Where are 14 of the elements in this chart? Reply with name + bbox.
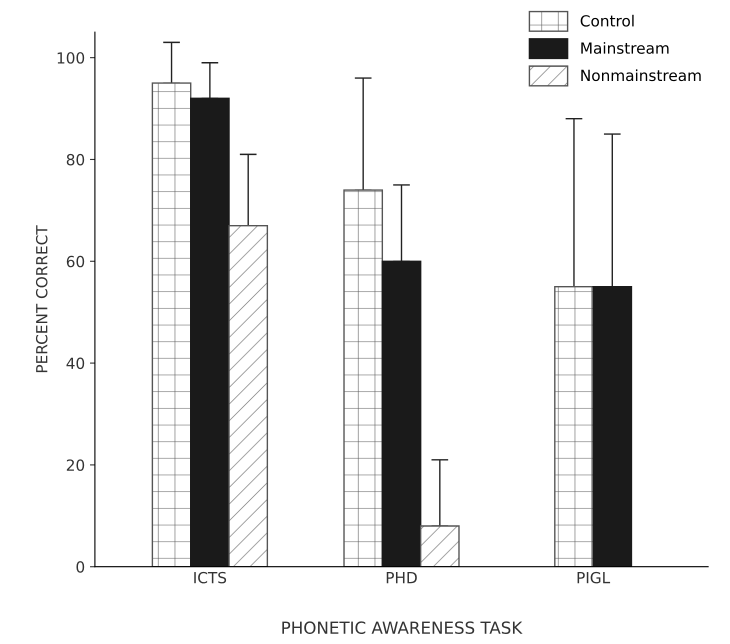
y-tick-label: 60 (66, 256, 84, 268)
legend-label: Control (580, 14, 634, 27)
x-tick-label: ICTS (194, 572, 226, 584)
x-tick-label: PHD (386, 572, 417, 584)
y-axis-title: PERCENT CORRECT (36, 225, 48, 372)
legend-label: Nonmainstream (581, 69, 701, 82)
legend-label: Mainstream (581, 42, 669, 54)
x-tick-label: PIGL (578, 572, 610, 584)
y-tick-label: 80 (66, 154, 84, 166)
y-tick-label: 20 (66, 459, 84, 471)
x-axis-title: PHONETIC AWARENESS TASK (282, 621, 523, 634)
y-tick-label: 100 (58, 52, 84, 64)
y-tick-label: 40 (66, 358, 84, 370)
y-tick-label: 0 (76, 561, 84, 573)
